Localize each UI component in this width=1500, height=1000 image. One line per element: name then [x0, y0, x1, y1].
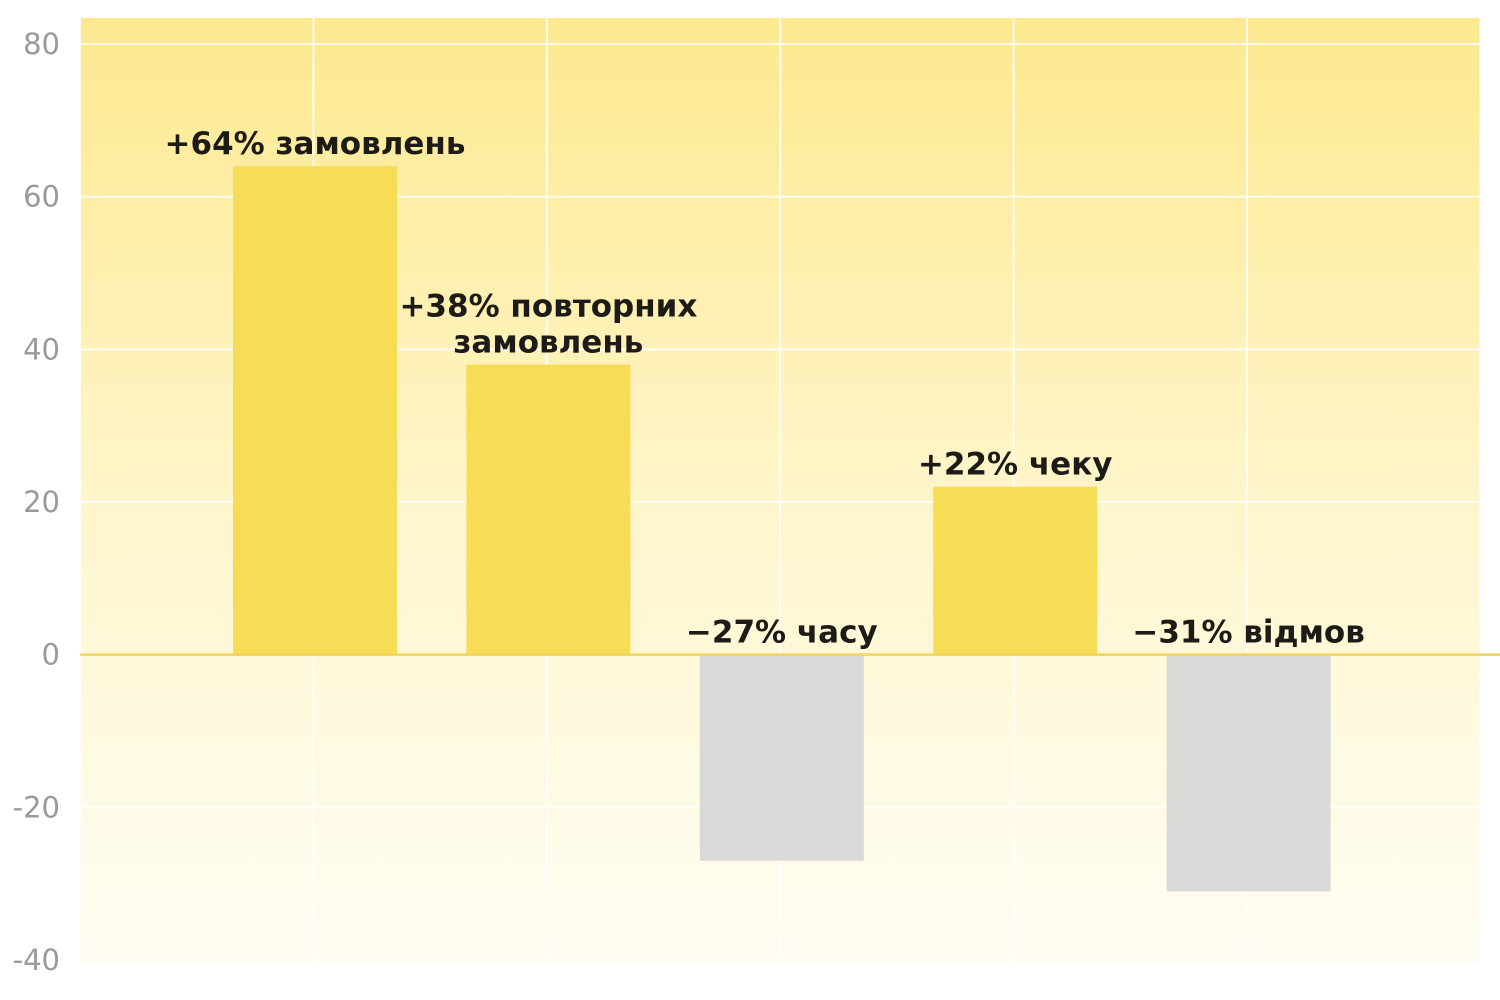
y-tick-label: -20: [13, 790, 60, 824]
y-tick-label: 40: [23, 332, 60, 366]
y-tick-label: 0: [42, 638, 60, 672]
data-label: −31% відмов: [1132, 615, 1365, 651]
bar-2: [466, 364, 631, 655]
data-label: +22% чеку: [918, 447, 1113, 483]
y-tick-label: 60: [23, 180, 60, 214]
bars: [233, 166, 1331, 892]
y-tick-label: -40: [13, 943, 60, 977]
data-label: +64% замовлень: [165, 126, 466, 162]
y-tick-label: 80: [23, 27, 60, 61]
y-axis-ticks: 80 60 40 20 0 -20 -40: [13, 27, 60, 977]
data-label: −27% часу: [686, 615, 878, 651]
data-label: +38% повторних: [399, 289, 697, 325]
bar-3: [699, 654, 864, 861]
bar-5: [1166, 654, 1331, 892]
data-label: замовлень: [453, 325, 643, 361]
bar-1: [233, 166, 397, 655]
bar-4: [933, 486, 1098, 655]
y-tick-label: 20: [23, 485, 60, 519]
